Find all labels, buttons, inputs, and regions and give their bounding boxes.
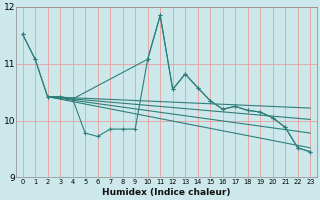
X-axis label: Humidex (Indice chaleur): Humidex (Indice chaleur) — [102, 188, 231, 197]
